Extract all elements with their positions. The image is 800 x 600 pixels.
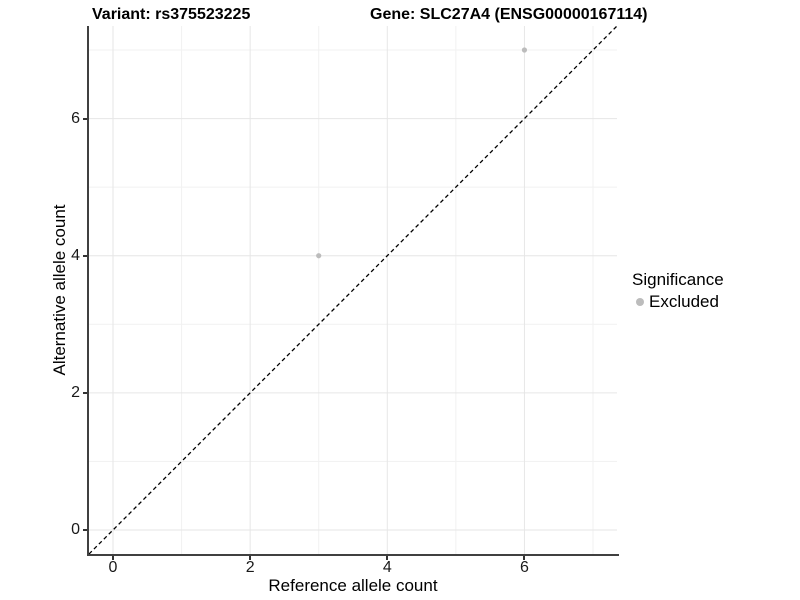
y-tick-label: 4: [71, 246, 80, 264]
y-axis-line: [87, 26, 89, 556]
legend-title: Significance: [632, 270, 724, 289]
x-tick-mark: [386, 556, 389, 560]
legend-item: Excluded: [632, 292, 724, 312]
x-tick-label: 4: [382, 559, 392, 576]
x-tick-label: 6: [519, 559, 529, 576]
y-tick-mark: [83, 391, 87, 394]
x-tick-mark: [249, 556, 252, 560]
y-tick-mark: [83, 254, 87, 257]
x-axis-line: [87, 554, 619, 556]
data-point: [521, 47, 528, 53]
y-tick-mark: [83, 117, 87, 120]
plot-panel: [89, 26, 617, 554]
x-tick-label: 0: [108, 559, 118, 576]
legend-key-dot-icon: [636, 298, 644, 306]
y-tick-label: 6: [71, 109, 80, 127]
y-tick-mark: [83, 529, 87, 531]
x-axis-title: Reference allele count: [268, 576, 438, 595]
legend-items: Excluded: [632, 292, 724, 312]
y-tick-label: 0: [71, 521, 80, 538]
plot-area-svg: [89, 26, 617, 554]
y-tick-label: 2: [71, 383, 80, 401]
legend: Significance Excluded: [632, 270, 724, 312]
x-tick-mark: [523, 556, 526, 560]
legend-item-label: Excluded: [649, 292, 719, 311]
data-point: [316, 253, 322, 259]
y-axis-title: Alternative allele count: [50, 204, 69, 376]
x-tick-label: 2: [245, 559, 255, 576]
plot-title-gene: Gene: SLC27A4 (ENSG00000167114): [370, 6, 648, 23]
x-tick-mark: [112, 556, 114, 560]
identity-line: [89, 26, 617, 554]
plot-title-variant: Variant: rs375523225: [92, 6, 251, 23]
